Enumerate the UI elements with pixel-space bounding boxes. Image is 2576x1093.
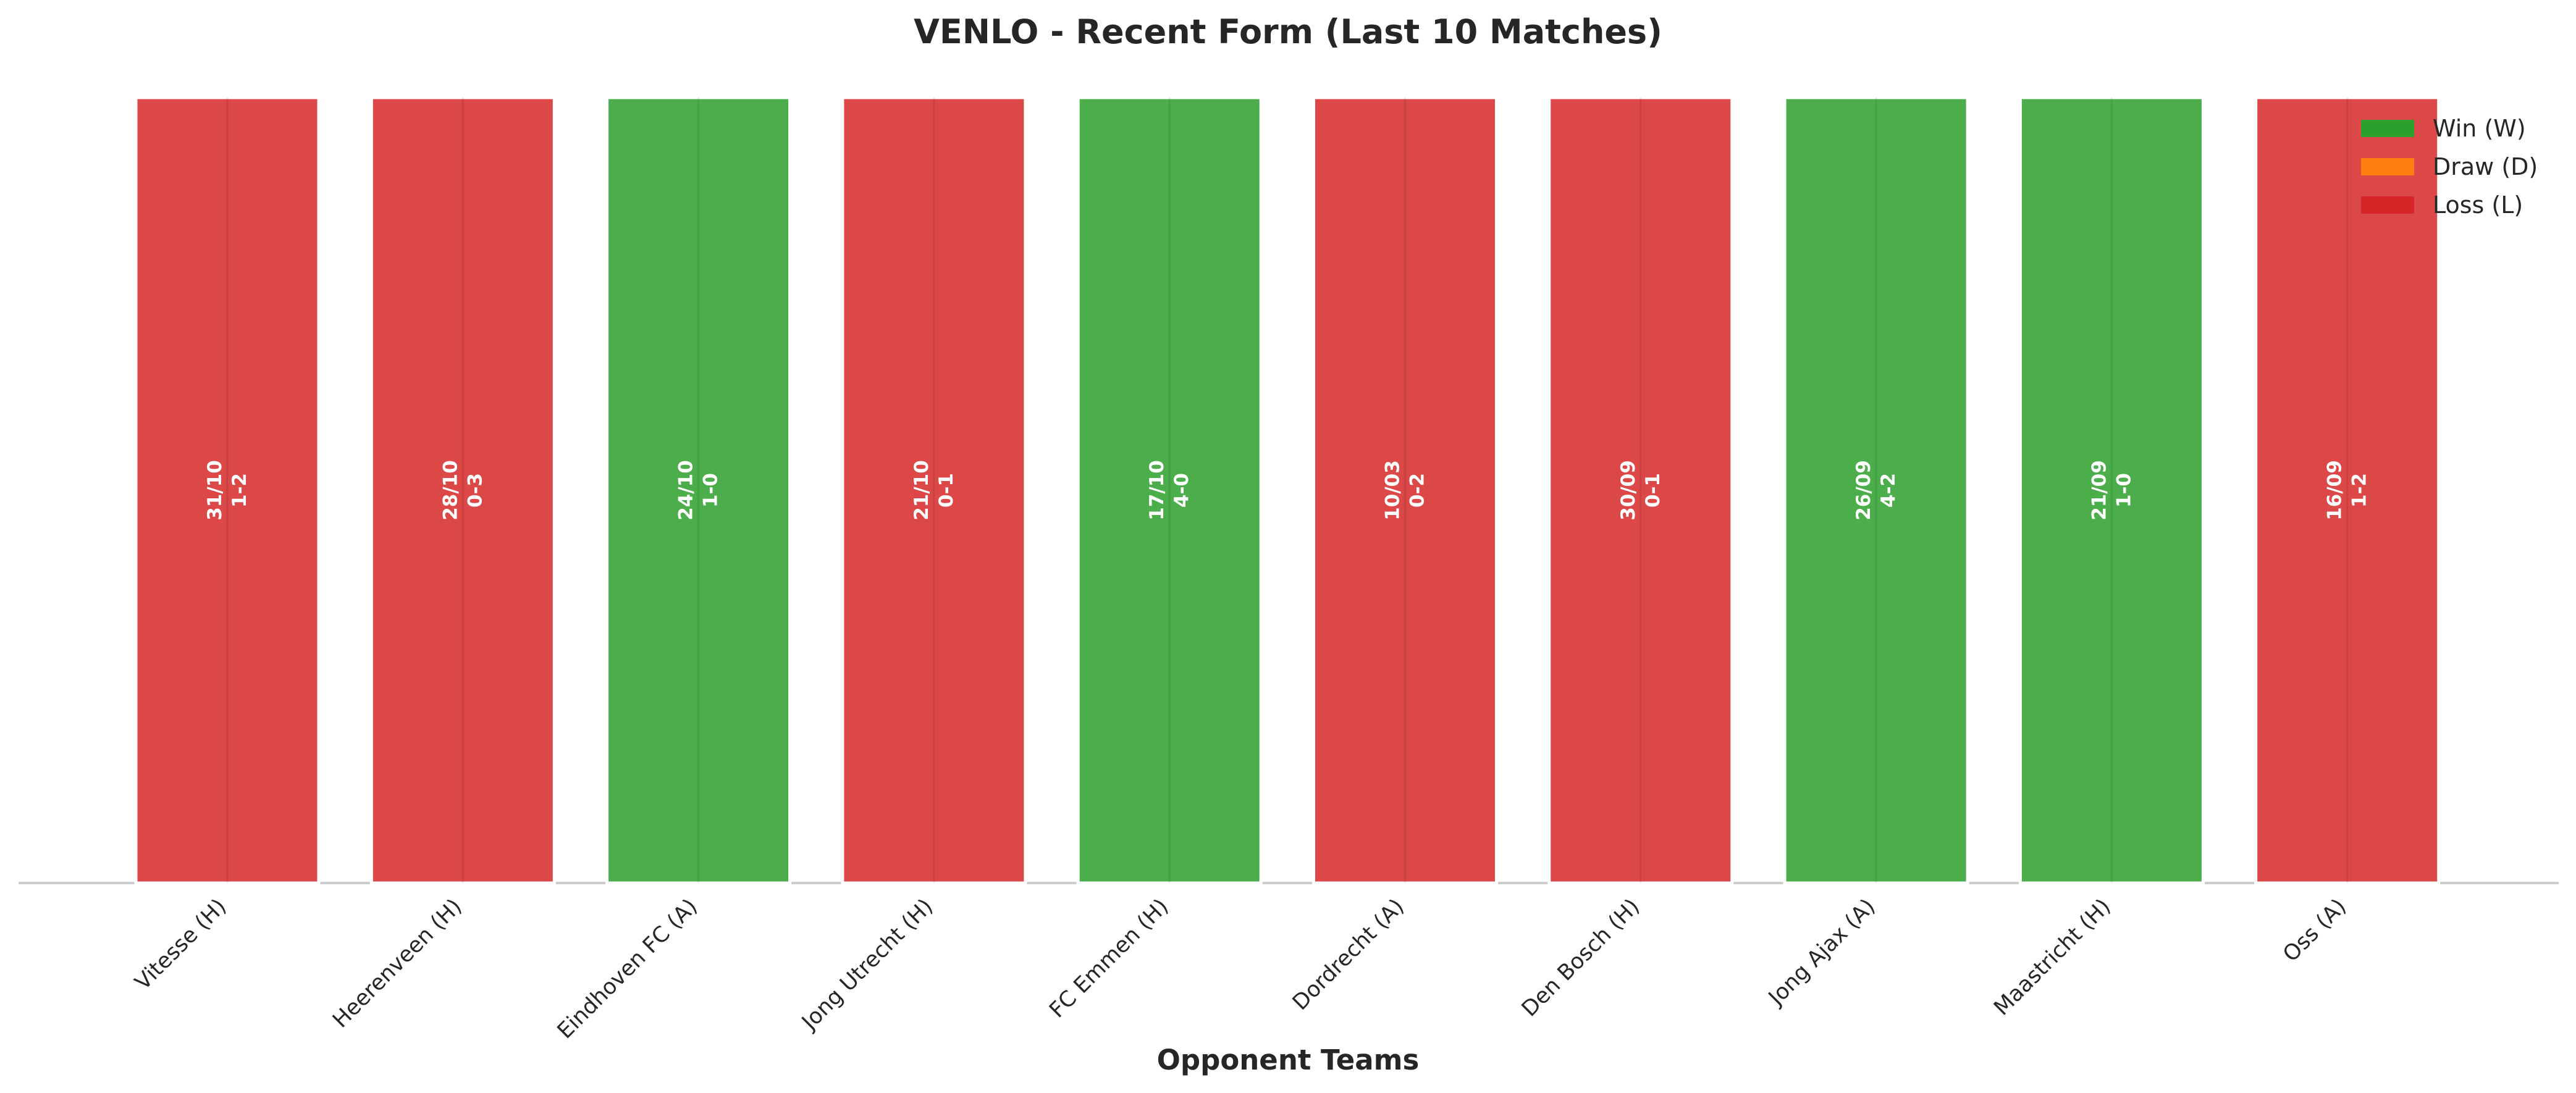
bar-date: 17/10 (1146, 460, 1168, 521)
bar-date: 21/09 (2088, 460, 2110, 521)
x-tick-label: FC Emmen (H) (1045, 894, 1173, 1023)
bar-label: 21/09 1-0 (2088, 460, 2135, 521)
bar-date: 31/10 (204, 460, 226, 521)
legend-swatch (2361, 120, 2414, 137)
x-tick-label: Heerenveen (H) (328, 894, 466, 1032)
x-tick-label: Maastricht (H) (1989, 894, 2115, 1020)
bar-score: 0-2 (1407, 473, 1429, 508)
bar (1547, 96, 1734, 885)
bar-label: 16/09 1-2 (2324, 460, 2371, 521)
legend-label: Win (W) (2433, 115, 2526, 142)
legend-label: Loss (L) (2433, 191, 2523, 219)
x-tick-label: Eindhoven FC (A) (553, 894, 702, 1044)
x-tick-label: Vitesse (H) (130, 894, 231, 995)
bar-score: 0-3 (464, 473, 486, 508)
bar (841, 96, 1027, 885)
bar-score: 1-2 (2349, 473, 2371, 508)
x-tick-label: Dordrecht (A) (1288, 894, 1409, 1015)
bar (1783, 96, 1969, 885)
x-tick-label: Jong Ajax (A) (1763, 894, 1880, 1011)
bar (605, 96, 792, 885)
bar-date: 24/10 (675, 460, 697, 521)
bar (2254, 96, 2441, 885)
bar-label: 17/10 4-0 (1146, 460, 1193, 521)
bar-label: 28/10 0-3 (439, 460, 486, 521)
bar (2018, 96, 2205, 885)
bar-score: 1-0 (700, 473, 722, 508)
bar-score: 1-0 (2113, 473, 2135, 508)
legend-label: Draw (D) (2433, 153, 2538, 180)
bar-label: 10/03 0-2 (1382, 460, 1429, 521)
bar (1076, 96, 1263, 885)
x-tick-label: Jong Utrecht (H) (796, 894, 938, 1036)
chart-title: VENLO - Recent Form (Last 10 Matches) (914, 12, 1662, 51)
bar-date: 21/10 (911, 460, 933, 521)
legend-swatch (2361, 196, 2414, 214)
bar-score: 0-1 (935, 473, 958, 508)
bar-date: 16/09 (2324, 460, 2346, 521)
x-axis-label: Opponent Teams (1157, 1044, 1420, 1076)
bar-date: 26/09 (1853, 460, 1875, 521)
x-tick-label: Den Bosch (H) (1517, 894, 1644, 1021)
bar-label: 31/10 1-2 (204, 460, 251, 521)
x-tick-label: Oss (A) (2278, 894, 2351, 967)
bar (134, 96, 321, 885)
bar-label: 24/10 1-0 (675, 460, 722, 521)
bar-date: 10/03 (1382, 460, 1404, 521)
bar-score: 4-2 (1877, 473, 1900, 508)
bar-date: 28/10 (439, 460, 461, 521)
bar-score: 4-0 (1171, 473, 1193, 508)
bar-date: 30/09 (1617, 460, 1639, 521)
bar (369, 96, 556, 885)
bar-score: 0-1 (1642, 473, 1664, 508)
bar-label: 30/09 0-1 (1617, 460, 1664, 521)
bar (1312, 96, 1498, 885)
legend-swatch (2361, 158, 2414, 175)
bar-score: 1-2 (229, 473, 251, 508)
bar-label: 26/09 4-2 (1853, 460, 1900, 521)
bar-label: 21/10 0-1 (911, 460, 958, 521)
